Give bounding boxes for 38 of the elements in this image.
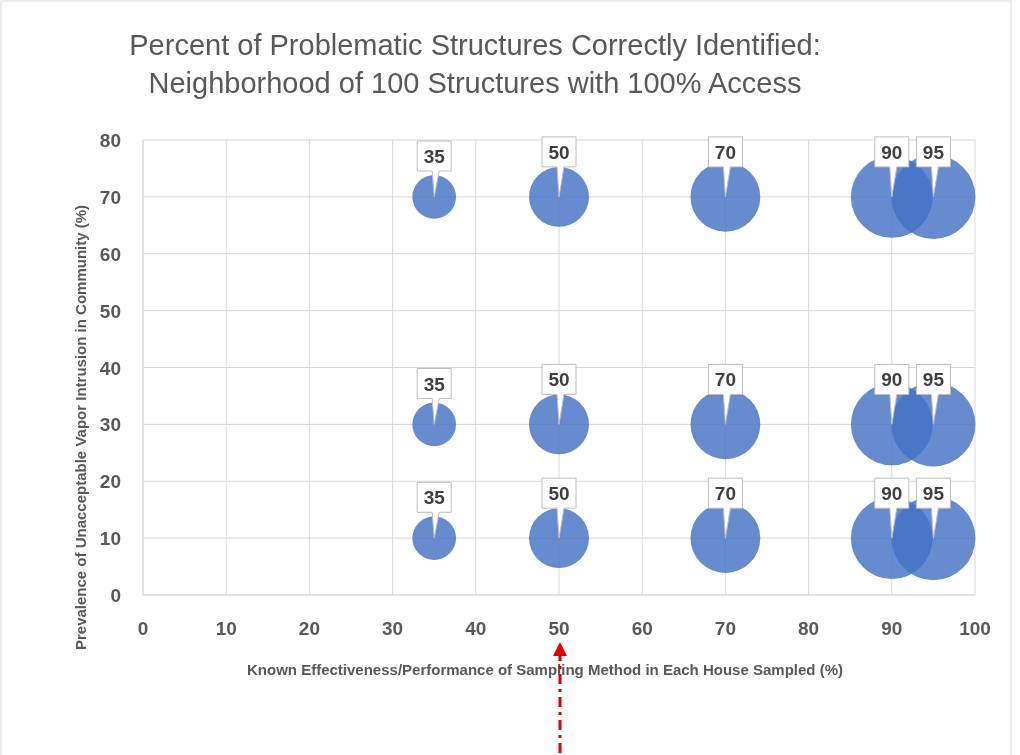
x-tick-label: 10 bbox=[215, 618, 237, 639]
x-tick-label: 40 bbox=[465, 618, 487, 639]
annotation: 35 bbox=[423, 487, 446, 509]
y-axis-title: Prevalence of Unacceptable Vapor Intrusion in Community (%) bbox=[72, 204, 89, 651]
x-tick-label: 100 bbox=[959, 618, 991, 639]
x-tick-label: 30 bbox=[382, 618, 404, 639]
annotation: 90 bbox=[881, 483, 903, 505]
annotation: 70 bbox=[714, 141, 736, 163]
x-tick-label: 70 bbox=[714, 618, 736, 639]
x-tick-label: 50 bbox=[548, 618, 570, 639]
annotation: 35 bbox=[423, 146, 446, 168]
y-tick-label: 80 bbox=[99, 130, 121, 151]
annotation: 35 bbox=[423, 373, 446, 395]
x-tick-label: 60 bbox=[631, 618, 653, 639]
annotation: 90 bbox=[881, 369, 903, 391]
annotation: 70 bbox=[714, 369, 736, 391]
x-tick-label: 90 bbox=[881, 618, 903, 639]
x-axis-title: Known Effectiveness/Performance of Sampling Method in Each House Sampled (%) bbox=[247, 661, 843, 678]
annotation: 95 bbox=[922, 369, 945, 391]
annotation: 50 bbox=[548, 483, 570, 505]
y-tick-label: 20 bbox=[99, 471, 121, 493]
annotation: 50 bbox=[548, 141, 570, 163]
y-tick-label: 30 bbox=[99, 414, 121, 436]
annotation: 50 bbox=[548, 369, 570, 391]
y-tick-label: 40 bbox=[99, 357, 121, 379]
x-tick-label: 20 bbox=[298, 618, 320, 639]
y-tick-label: 0 bbox=[110, 585, 121, 606]
chart-title: Percent of Problematic Structures Correctly Identified: Neighborhood of 100 Structures with 100% Access bbox=[129, 29, 821, 99]
annotation: 95 bbox=[922, 483, 945, 505]
y-tick-label: 60 bbox=[99, 243, 121, 265]
y-tick-label: 70 bbox=[99, 186, 121, 208]
y-tick-label: 50 bbox=[99, 300, 121, 322]
x-tick-label: 80 bbox=[798, 618, 820, 639]
annotation: 70 bbox=[714, 483, 736, 505]
y-tick-label: 10 bbox=[99, 528, 121, 550]
x-tick-label: 0 bbox=[137, 618, 149, 639]
annotation: 95 bbox=[922, 141, 945, 163]
annotation: 90 bbox=[881, 141, 903, 163]
